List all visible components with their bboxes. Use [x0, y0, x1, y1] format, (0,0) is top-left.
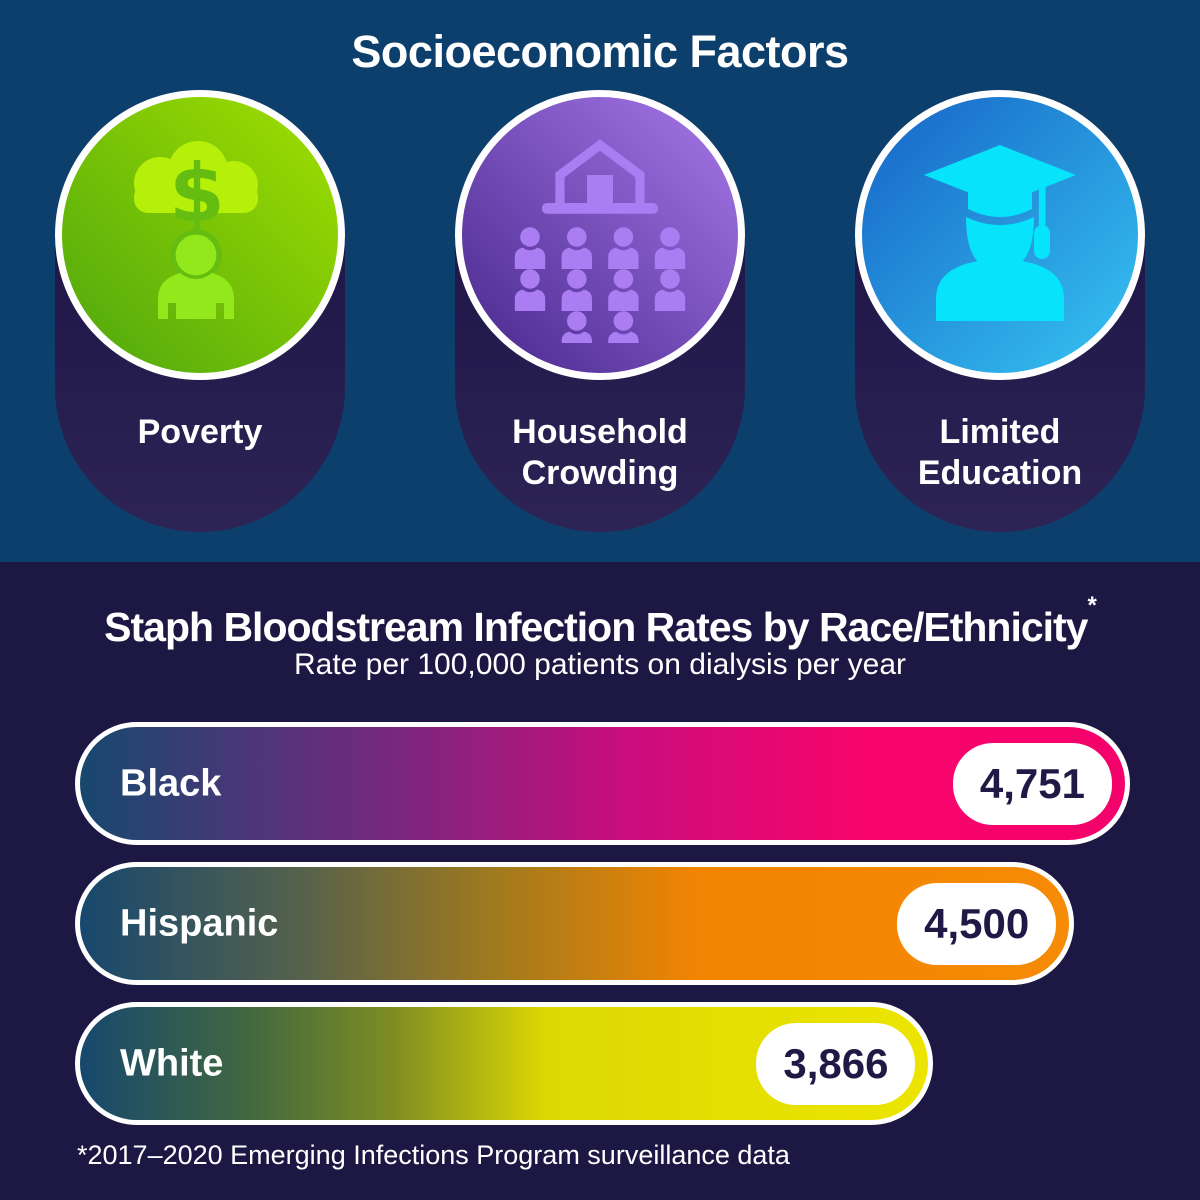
- bar-category-label: White: [120, 1042, 224, 1084]
- infection-rates-section: Staph Bloodstream Infection Rates by Rac…: [0, 562, 1200, 1200]
- bar-value-badge: 4,500: [897, 882, 1057, 965]
- chart-title: Staph Bloodstream Infection Rates by Rac…: [0, 592, 1200, 651]
- socioeconomic-factors-section: Socioeconomic Factors $: [0, 0, 1200, 562]
- chart-subtitle: Rate per 100,000 patients on dialysis pe…: [293, 648, 907, 681]
- bar-value-badge: 3,866: [756, 1022, 916, 1105]
- poverty-money-cloud-icon: $: [134, 141, 258, 319]
- factor-card-poverty: $ Poverty: [55, 90, 345, 532]
- poverty-circle: $: [55, 90, 345, 380]
- limited-education-circle: [855, 90, 1145, 380]
- chart-title-text: Staph Bloodstream Infection Rates by Rac…: [104, 604, 1088, 650]
- bar-black: Black 4,751: [75, 722, 1130, 845]
- bar-white: White 3,866: [75, 1002, 934, 1125]
- bar-value-badge: 4,751: [952, 742, 1112, 825]
- bar-hispanic: Hispanic 4,500: [75, 862, 1075, 985]
- factor-label-poverty: Poverty: [137, 413, 263, 451]
- footnote-marker: *: [1087, 592, 1097, 619]
- factor-label-limited-education: Limited Education: [917, 413, 1083, 493]
- bar-chart: Black 4,751 Hispanic 4,500 White 3,866: [75, 722, 1130, 1142]
- bar-category-label: Black: [120, 762, 222, 804]
- svg-text:$: $: [169, 147, 225, 240]
- chart-footnote: *2017–2020 Emerging Infections Program s…: [77, 1140, 790, 1170]
- page-title: Socioeconomic Factors: [351, 26, 849, 77]
- graduate-icon: [924, 145, 1076, 321]
- factor-card-household-crowding: Household Crowding: [455, 90, 745, 532]
- household-crowding-icon: [514, 139, 686, 343]
- bar-category-label: Hispanic: [120, 902, 279, 944]
- household-crowding-circle: [455, 90, 745, 380]
- factor-card-limited-education: Limited Education: [855, 90, 1145, 532]
- factor-label-household-crowding: Household Crowding: [512, 413, 688, 493]
